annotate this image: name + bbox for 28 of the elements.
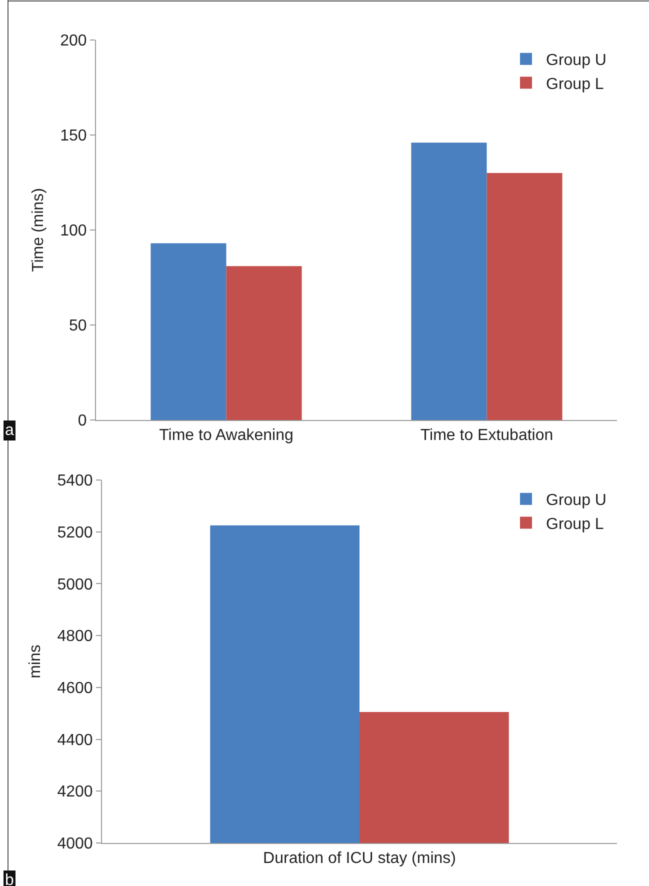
legend-label: Group U	[546, 52, 606, 70]
bar	[226, 266, 302, 420]
y-tick-label: 5400	[57, 472, 93, 490]
y-tick-label: 5000	[57, 576, 93, 594]
y-tick-label: 4800	[57, 628, 93, 646]
y-tick-label: 150	[60, 128, 87, 145]
x-tick-label: Duration of ICU stay (mins)	[263, 850, 456, 868]
y-tick-label: 4000	[57, 836, 93, 853]
bar	[411, 142, 487, 420]
y-axis-title: Time (mins)	[30, 188, 47, 272]
y-tick-label: 100	[60, 222, 87, 240]
bar	[150, 243, 226, 420]
legend-label: Group L	[546, 516, 604, 533]
text: a	[5, 422, 14, 439]
y-tick-label: 50	[69, 318, 87, 335]
y-tick-label: 4200	[57, 784, 93, 801]
y-tick-label: 5200	[57, 524, 93, 542]
legend-label: Group L	[546, 76, 604, 93]
bar	[486, 173, 562, 420]
y-tick-label: 0	[78, 412, 87, 430]
x-tick-label: Time to Awakening	[159, 427, 294, 444]
text: b	[5, 872, 14, 886]
legend-label: Group U	[546, 492, 606, 510]
x-tick-label: Time to Extubation	[420, 427, 554, 444]
y-axis-title: mins	[27, 644, 44, 678]
y-tick-label: 4600	[57, 680, 93, 698]
y-tick-label: 200	[60, 32, 87, 50]
y-tick-label: 4400	[57, 732, 93, 749]
